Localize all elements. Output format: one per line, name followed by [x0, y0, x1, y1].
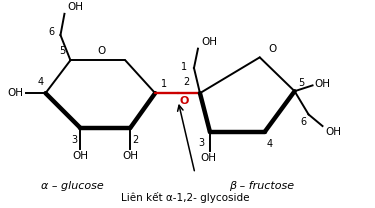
Text: OH: OH — [8, 88, 24, 98]
Text: OH: OH — [122, 151, 138, 161]
Text: OH: OH — [200, 153, 216, 163]
Text: 1: 1 — [161, 79, 167, 89]
Text: OH: OH — [201, 37, 217, 47]
Text: 3: 3 — [71, 135, 77, 145]
Text: 4: 4 — [267, 139, 273, 149]
Text: 1: 1 — [181, 62, 187, 72]
Text: 4: 4 — [38, 77, 44, 87]
Text: O: O — [179, 96, 188, 106]
Text: 2: 2 — [184, 77, 190, 87]
Text: 3: 3 — [199, 138, 205, 148]
Text: OH: OH — [315, 79, 330, 89]
Text: 6: 6 — [300, 117, 306, 127]
Text: O: O — [268, 45, 276, 54]
Text: 5: 5 — [59, 46, 66, 56]
Text: 2: 2 — [132, 135, 138, 145]
Text: OH: OH — [68, 2, 84, 12]
Text: β – fructose: β – fructose — [229, 181, 294, 191]
Text: Liên kết α-1,2- glycoside: Liên kết α-1,2- glycoside — [121, 192, 249, 203]
Text: α – glucose: α – glucose — [41, 181, 104, 191]
Text: 6: 6 — [48, 27, 54, 37]
Text: OH: OH — [326, 127, 342, 137]
Text: OH: OH — [72, 151, 88, 161]
Text: 5: 5 — [298, 78, 305, 88]
Text: O: O — [98, 46, 106, 56]
